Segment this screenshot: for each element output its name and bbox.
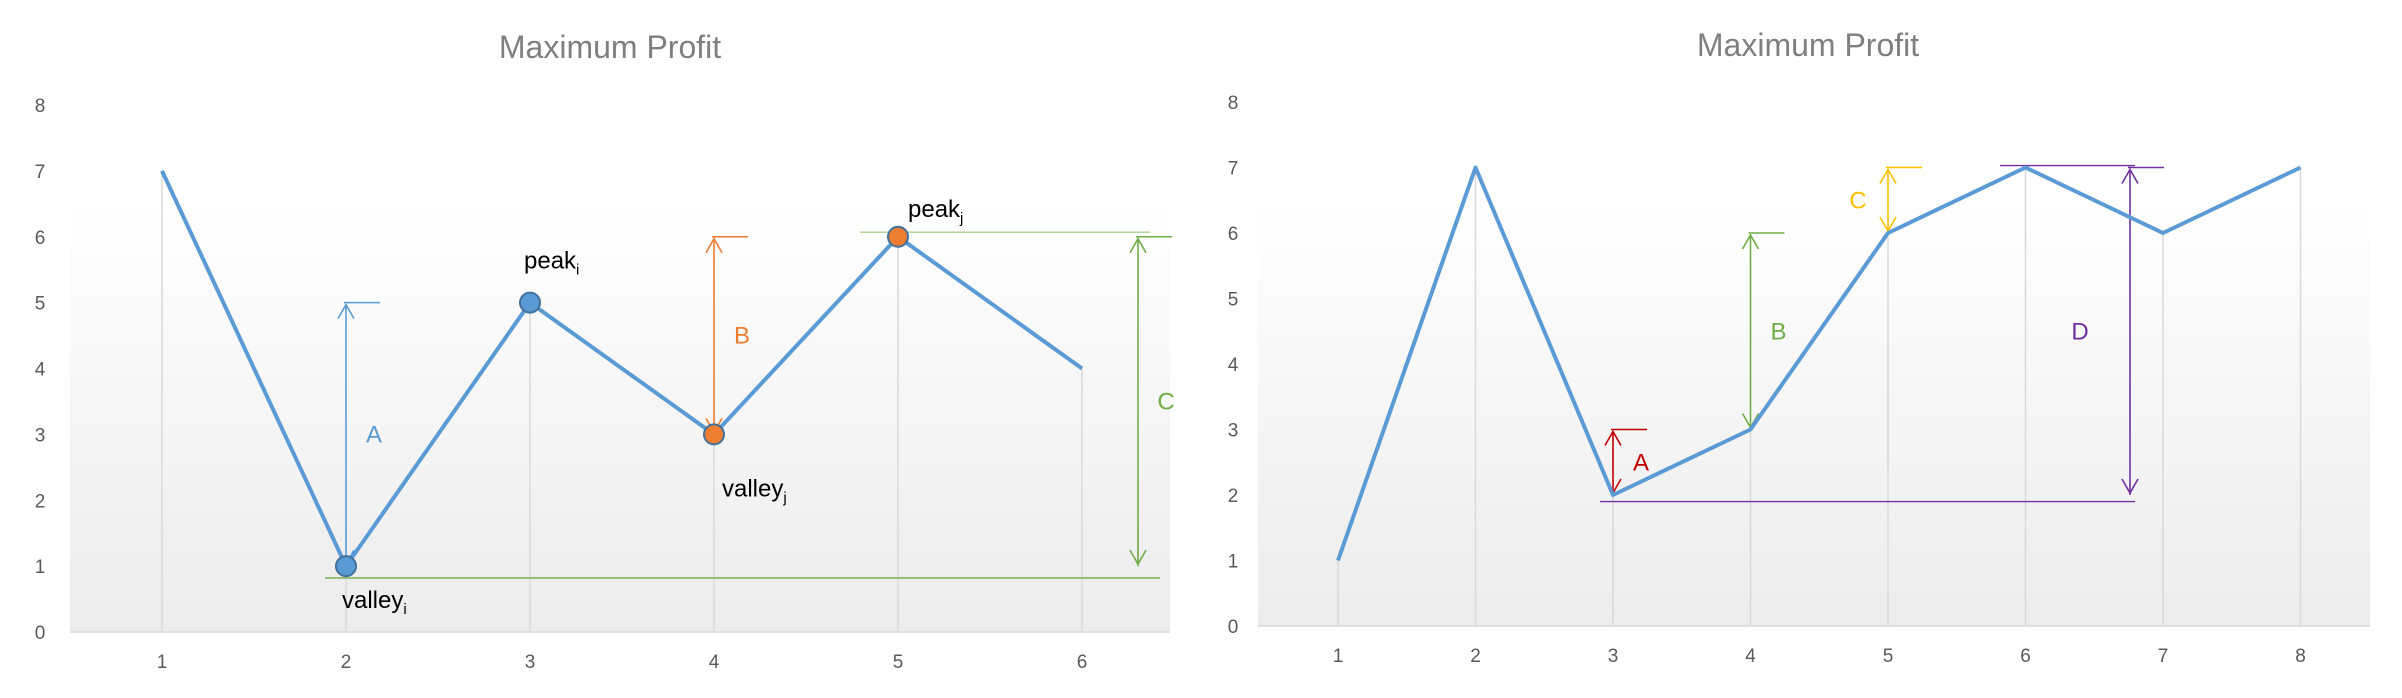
y-tick-label: 6 [1228,224,1239,245]
annotation-label: B [1770,318,1786,345]
point-label: valleyj [722,475,787,506]
x-tick-label: 4 [709,652,720,673]
x-tick-label: 4 [1745,646,1756,667]
x-tick-label: 2 [341,652,352,673]
x-tick-label: 3 [525,652,536,673]
series-line [1336,165,2302,562]
x-tick-label: 2 [1470,646,1481,667]
y-tick-label: 5 [1228,290,1239,311]
annotation-d: D [2071,166,2164,495]
y-tick-label: 0 [35,623,46,644]
annotation-label: A [1633,449,1649,476]
x-tick-label: 8 [2295,646,2306,667]
marked-point [519,291,541,314]
x-tick-label: 1 [1333,646,1344,667]
marked-point [887,225,909,248]
point-label: peaki [524,248,579,279]
x-tick-label: 5 [893,652,904,673]
y-tick-label: 5 [35,294,46,315]
point-label-sub: j [782,489,786,506]
marked-point [703,423,725,446]
y-tick-label: 6 [35,228,46,249]
y-tick-label: 7 [1228,159,1239,180]
point-label: valleyi [342,587,407,618]
y-tick-label: 4 [1228,355,1239,376]
annotation-c: C [1849,166,1922,233]
annotation-label: A [366,421,382,448]
x-tick-label: 6 [2020,646,2031,667]
y-tick-label: 4 [35,360,46,381]
y-tick-label: 2 [1228,486,1239,507]
point-label-sub: j [959,210,963,227]
chart-right: Maximum Profit 1 2 3 4 5 6 7 8 0 1 2 3 4 5 6 7 8 A B C D [1228,27,2370,667]
point-label-text: valley [342,587,403,614]
annotation-c: C [1129,235,1175,567]
point-label-text: valley [722,475,783,502]
point-label: peakj [908,196,963,227]
chart-title: Maximum Profit [499,29,721,65]
annotation-label: C [1157,388,1174,415]
y-tick-label: 8 [1228,93,1239,114]
series-line [160,170,1084,569]
point-label-text: peak [524,248,577,275]
y-tick-label: 7 [35,162,46,183]
x-tick-label: 1 [157,652,168,673]
x-tick-label: 5 [1883,646,1894,667]
y-tick-label: 2 [35,491,46,512]
y-tick-label: 8 [35,96,46,117]
y-tick-label: 3 [35,425,46,446]
y-tick-label: 1 [35,557,46,578]
x-tick-label: 7 [2158,646,2169,667]
y-tick-label: 1 [1228,552,1239,573]
x-tick-label: 6 [1077,652,1088,673]
annotation-label: B [734,323,750,350]
marked-point [335,555,357,578]
x-tick-label: 3 [1608,646,1619,667]
y-tick-label: 3 [1228,421,1239,442]
plot-area [1258,200,2370,626]
annotation-label: D [2071,318,2088,345]
point-label-sub: i [403,601,406,618]
plot-area [70,203,1170,632]
chart-title: Maximum Profit [1697,27,1919,63]
annotation-label: C [1849,187,1866,214]
annotation-b: B [705,235,750,435]
y-tick-label: 0 [1228,617,1239,638]
point-label-sub: i [576,262,579,279]
point-label-text: peak [908,196,961,223]
